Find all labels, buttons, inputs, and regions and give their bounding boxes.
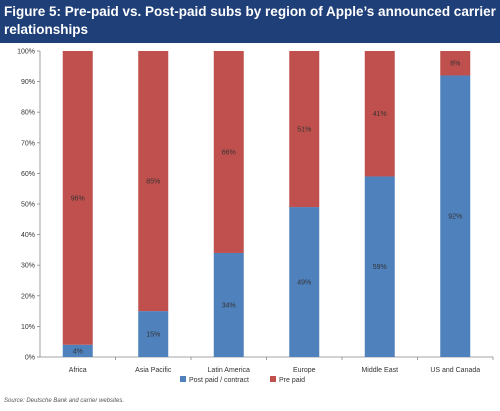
title-bar: Figure 5: Pre-paid vs. Post-paid subs by…	[0, 0, 500, 43]
bar-pre-paid	[364, 51, 395, 177]
bar-pre-paid	[213, 51, 244, 253]
y-tick-label: 40%	[21, 232, 35, 239]
y-tick-label: 50%	[21, 202, 35, 209]
bar-post-paid	[62, 344, 93, 357]
data-label: 96%	[71, 195, 85, 202]
data-label: 51%	[297, 127, 311, 134]
data-label: 41%	[373, 111, 387, 118]
bar-post-paid	[364, 176, 395, 357]
chart-title: Figure 5: Pre-paid vs. Post-paid subs by…	[4, 4, 496, 37]
legend-post-paid-swatch	[180, 376, 186, 382]
legend-pre-paid-label: Pre paid	[279, 377, 305, 384]
category-label: Europe	[293, 367, 316, 374]
bar-pre-paid	[62, 51, 93, 345]
stacked-bar-chart: 0% 10% 20% 30% 40% 50% 60% 70% 80% 90% 100% 4% 96% Af…	[17, 49, 494, 384]
source-note: Source: Deutsche Bank and carrier websit…	[4, 398, 125, 404]
data-label: 8%	[450, 61, 460, 68]
y-tick-label: 100%	[17, 49, 35, 56]
data-label: 85%	[146, 179, 160, 186]
data-label: 34%	[222, 302, 236, 309]
data-label: 66%	[222, 149, 236, 156]
legend-post-paid-label: Post paid / contract	[189, 377, 249, 384]
data-label: 15%	[146, 332, 160, 339]
data-label: 4%	[73, 348, 83, 355]
y-tick-label: 30%	[21, 263, 35, 270]
y-tick-label: 60%	[21, 171, 35, 178]
bar-post-paid	[289, 207, 320, 357]
bar-pre-paid	[138, 51, 169, 312]
y-tick-label: 10%	[21, 324, 35, 331]
data-label: 49%	[297, 280, 311, 287]
bar-pre-paid	[289, 51, 320, 208]
category-label: US and Canada	[430, 367, 480, 374]
legend-pre-paid-swatch	[270, 376, 276, 382]
bar-post-paid	[213, 252, 244, 357]
category-label: Latin America	[208, 367, 251, 374]
category-label: Asia Pacific	[135, 367, 172, 374]
category-label: Middle East	[361, 367, 398, 374]
bar-post-paid	[138, 311, 169, 357]
bar-post-paid	[440, 75, 471, 358]
data-label: 92%	[448, 214, 462, 221]
bar-pre-paid	[440, 51, 471, 76]
y-tick-label: 70%	[21, 140, 35, 147]
y-tick-label: 20%	[21, 293, 35, 300]
y-tick-label: 80%	[21, 110, 35, 117]
category-label: Africa	[69, 367, 87, 374]
y-tick-label: 90%	[21, 79, 35, 86]
y-tick-label: 0%	[25, 355, 35, 362]
data-label: 59%	[373, 264, 387, 271]
